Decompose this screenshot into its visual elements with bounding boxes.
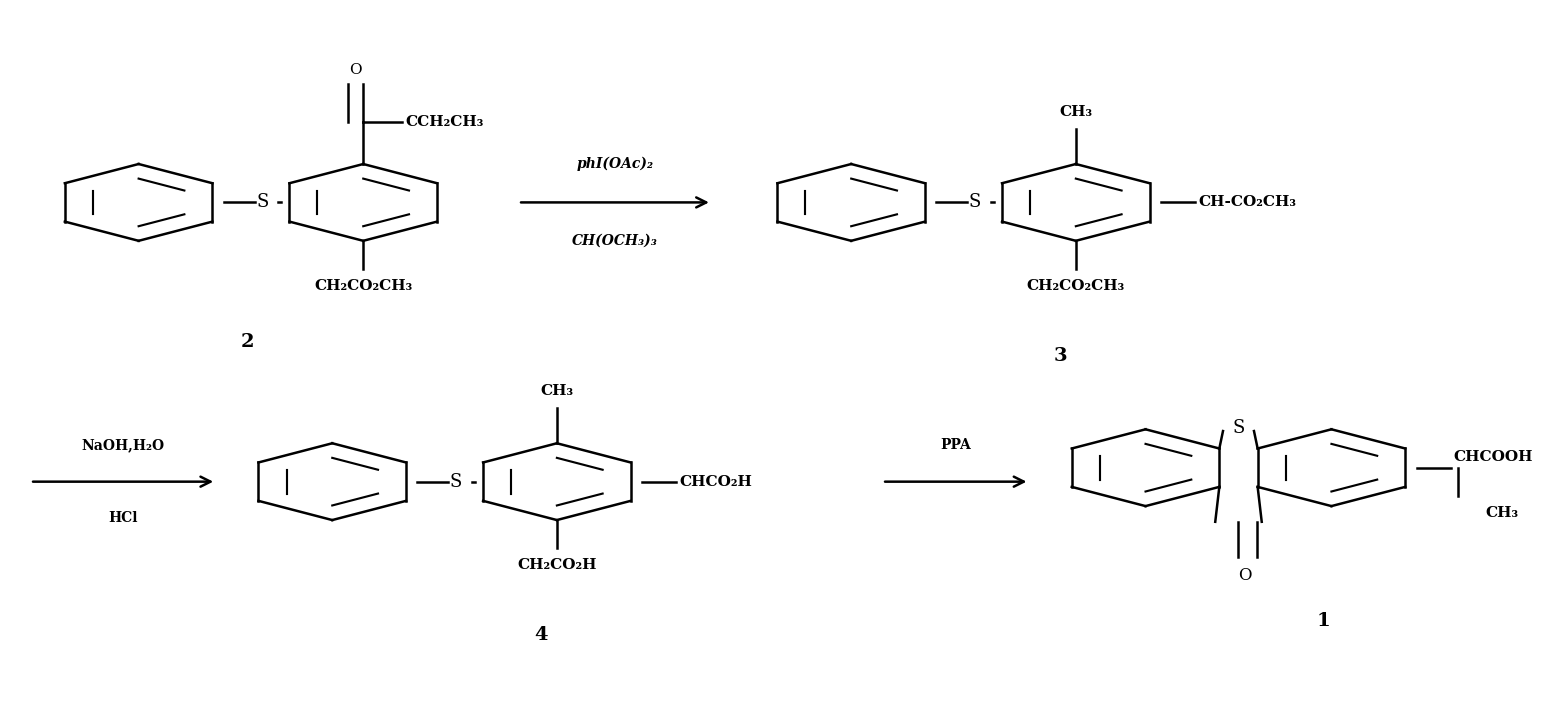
Text: 1: 1: [1316, 612, 1330, 630]
Text: NaOH,H₂O: NaOH,H₂O: [81, 439, 164, 452]
Text: O: O: [1238, 567, 1252, 584]
Text: 3: 3: [1053, 347, 1068, 365]
Text: phI(OAc)₂: phI(OAc)₂: [577, 157, 653, 171]
Text: S: S: [450, 473, 463, 491]
Text: CH₂CO₂CH₃: CH₂CO₂CH₃: [1027, 279, 1125, 293]
Text: S: S: [969, 194, 982, 211]
Text: HCl: HCl: [108, 511, 138, 525]
Text: S: S: [1232, 419, 1244, 436]
Text: CCH₂CH₃: CCH₂CH₃: [405, 115, 483, 129]
Text: CH₂CO₂CH₃: CH₂CO₂CH₃: [314, 279, 413, 293]
Text: CH₃: CH₃: [1485, 506, 1518, 520]
Text: CH-CO₂CH₃: CH-CO₂CH₃: [1199, 195, 1296, 209]
Text: S: S: [256, 194, 269, 211]
Text: CH₂CO₂H: CH₂CO₂H: [517, 558, 597, 572]
Text: CH(OCH₃)₃: CH(OCH₃)₃: [572, 234, 658, 248]
Text: CH₃: CH₃: [541, 384, 574, 398]
Text: CH₃: CH₃: [1060, 105, 1093, 119]
Text: CHCO₂H: CHCO₂H: [680, 475, 752, 488]
Text: PPA: PPA: [941, 439, 971, 452]
Text: 2: 2: [241, 333, 253, 351]
Text: O: O: [349, 63, 361, 77]
Text: 4: 4: [535, 627, 549, 644]
Text: CHCOOH: CHCOOH: [1454, 450, 1533, 464]
